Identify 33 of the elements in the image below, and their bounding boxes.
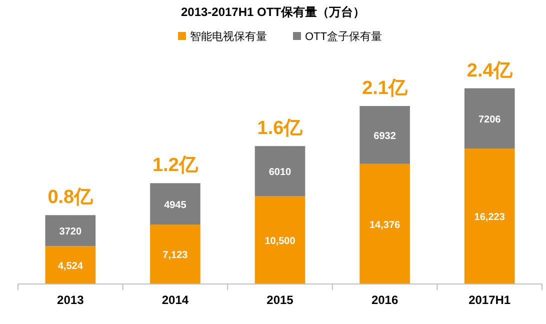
legend-label: OTT盒子保有量 — [305, 30, 382, 43]
bar — [45, 215, 96, 246]
annotation: 2.4亿 — [466, 60, 514, 82]
data-label: 3720 — [59, 226, 82, 238]
annotation: 0.8亿 — [48, 187, 94, 208]
annotation: 2.1亿 — [362, 78, 408, 99]
bar — [150, 224, 200, 284]
bar — [254, 146, 306, 196]
bar — [464, 148, 515, 284]
annotation: 1.6亿 — [257, 118, 304, 140]
x-tick-label: 2016 — [371, 293, 398, 307]
data-label: 4,524 — [58, 261, 84, 272]
annotation: 1.2亿 — [152, 155, 199, 176]
data-label: 6010 — [268, 167, 292, 178]
legend-label: 智能电视保有量 — [190, 30, 267, 43]
data-label: 6932 — [374, 130, 396, 142]
chart-title: 2013-2017H1 OTT保有量（万台） — [180, 5, 366, 19]
data-label: 16,223 — [474, 212, 506, 224]
bar — [360, 164, 410, 284]
data-label: 7,123 — [162, 250, 188, 262]
data-label: 14,376 — [370, 220, 401, 231]
bar — [150, 183, 200, 224]
x-tick-label: 2013 — [57, 293, 84, 307]
data-label: 4945 — [164, 200, 187, 211]
x-tick-label: 2014 — [162, 293, 189, 307]
x-tick-label: 2015 — [266, 293, 294, 307]
x-tick-label: 2017H1 — [468, 293, 511, 307]
bar — [45, 246, 96, 284]
data-label: 10,500 — [264, 236, 296, 248]
bar — [360, 106, 410, 164]
bar — [254, 196, 306, 284]
bar — [464, 88, 515, 148]
data-label: 7206 — [478, 114, 502, 126]
